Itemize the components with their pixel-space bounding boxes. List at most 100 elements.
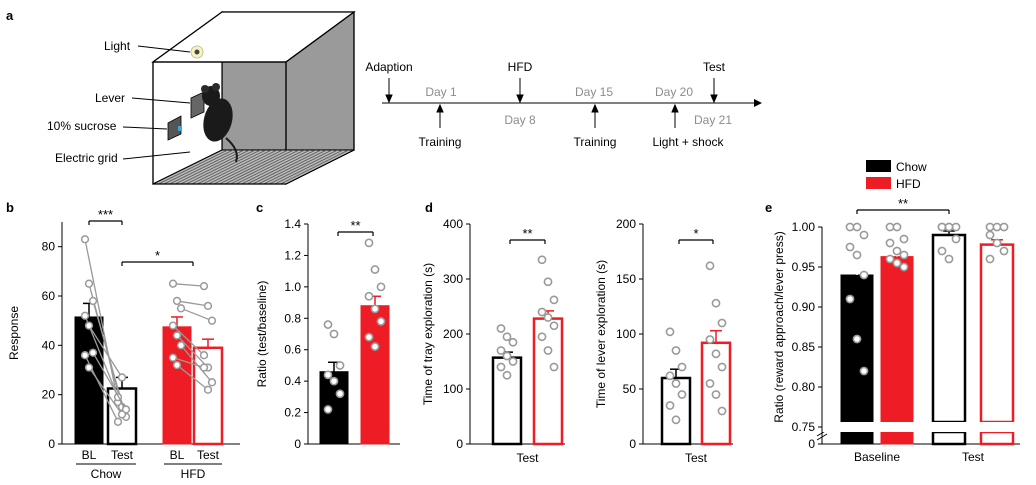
chart-d2-y-tick-label: 200	[616, 217, 636, 231]
e-point	[859, 270, 869, 280]
b-point	[84, 363, 94, 372]
c-bar	[360, 305, 390, 445]
c-sig-significance: **	[350, 218, 360, 233]
chart-d2-y-tick-label: 100	[616, 327, 636, 341]
label-light: Light	[104, 39, 131, 53]
b-point	[199, 363, 209, 372]
c-point	[323, 320, 333, 329]
c-y-tick-label: 0	[294, 437, 301, 451]
chart-d2-point	[677, 390, 687, 399]
c-point	[364, 332, 374, 342]
b-point	[84, 279, 94, 288]
b-point	[80, 351, 90, 360]
e-point	[937, 246, 947, 256]
chart-d1-point	[549, 295, 559, 305]
e-point	[845, 294, 855, 304]
chart-panel-c: 0 0.2 0.4 0.6 0.8 1.0 1.2 1.4 Ratio (test/baseli…	[255, 217, 400, 451]
e-legend-label-chow: Chow	[896, 160, 927, 174]
chart-d2-point	[665, 371, 675, 381]
e-point	[845, 242, 855, 252]
chart-d2-point	[717, 318, 727, 328]
e-y-tick-label: 0.90	[792, 300, 816, 314]
e-point	[852, 334, 862, 344]
c-point	[329, 376, 339, 386]
chart-d2-y-label: Time of lever exploration (s)	[594, 260, 608, 408]
c-y-label: Ratio (test/baseline)	[255, 281, 269, 388]
panel-letter-a: a	[6, 8, 14, 23]
e-y-tick-label: 0.75	[792, 420, 816, 434]
chart-d2-point	[711, 390, 721, 399]
chart-d1-bar	[491, 356, 523, 446]
b-group-label-chow: Chow	[91, 467, 122, 481]
e-point	[944, 222, 954, 232]
e-point	[892, 258, 902, 268]
apparatus-labels: Light Lever 10% sucrose Electric grid	[47, 39, 191, 165]
timeline-day15: Day 15	[575, 85, 613, 99]
b-point	[199, 281, 209, 291]
e-point	[985, 222, 995, 232]
chart-d1-y-tick-label: 300	[443, 272, 463, 286]
chart-d2-y-tick-label: 0	[629, 437, 636, 451]
grid-bar	[274, 149, 344, 185]
c-y-tick-label: 0.8	[284, 311, 301, 325]
chart-d2-point	[671, 379, 681, 388]
b-point	[117, 410, 127, 419]
e-legend-swatch-chow	[866, 160, 891, 172]
b-y-tick-label: 20	[42, 388, 56, 402]
c-y-tick-label: 0.6	[284, 343, 301, 357]
e-y-label: Ratio (reward approach/lever press)	[772, 231, 786, 422]
chart-panel-d-lever: 0 50 100 150 200 Time of lever exploration (s…	[594, 217, 733, 465]
b-x-tick-label: Test	[197, 448, 220, 462]
b-y-tick-label: 80	[42, 240, 56, 254]
c-point	[323, 405, 333, 414]
grid-bar	[280, 149, 349, 185]
b-paired-line	[180, 307, 213, 322]
grid-bar	[263, 149, 333, 185]
chart-d1-point	[537, 332, 547, 342]
c-point	[323, 370, 333, 380]
grid-bar	[258, 149, 327, 185]
chart-d1-point	[496, 324, 506, 333]
b-point	[207, 316, 217, 325]
b-paired-line	[172, 325, 205, 356]
e-point	[992, 238, 1002, 248]
e-legend-swatch-hfd	[866, 177, 891, 189]
e-break-band	[823, 422, 1023, 432]
panel-a: a	[6, 8, 762, 185]
grid-bar	[202, 149, 272, 185]
e-point	[951, 234, 961, 244]
chart-d2-point	[671, 346, 681, 355]
b-point	[168, 279, 178, 288]
b-y-tick-label: 60	[42, 289, 56, 303]
e-point	[885, 238, 895, 248]
e-point	[999, 222, 1009, 232]
b-y-label: Response	[7, 306, 21, 360]
e-legend-label-hfd: HFD	[896, 177, 921, 191]
sucrose-tray-icon	[167, 115, 182, 141]
b-point	[80, 311, 90, 320]
panel-letter-c: c	[256, 200, 263, 215]
c-point	[370, 265, 380, 274]
e-point	[951, 222, 961, 232]
c-y-tick-label: 1.0	[284, 280, 301, 294]
label-sucrose: 10% sucrose	[47, 119, 117, 133]
e-y-tick-label-zero: 0	[808, 437, 815, 451]
grid-bar	[163, 149, 234, 185]
c-point	[376, 282, 386, 292]
chart-d2-point	[717, 406, 727, 416]
e-bar-stub	[880, 431, 914, 445]
e-bar-stub	[979, 430, 1015, 446]
e-y-tick-label: 0.85	[792, 340, 816, 354]
grid-bar	[213, 149, 283, 185]
chart-d2-sig-significance: *	[693, 226, 698, 241]
c-point	[376, 317, 386, 326]
b-point	[176, 304, 186, 313]
b-point	[176, 341, 186, 350]
timeline-training-1: Training	[419, 135, 462, 149]
lever-icon	[190, 91, 205, 119]
chart-d2-x-label: Test	[685, 451, 708, 465]
b-sig1-significance: ***	[98, 207, 113, 222]
chart-d1-point	[543, 346, 553, 355]
e-point	[899, 262, 909, 272]
c-point	[370, 304, 380, 314]
